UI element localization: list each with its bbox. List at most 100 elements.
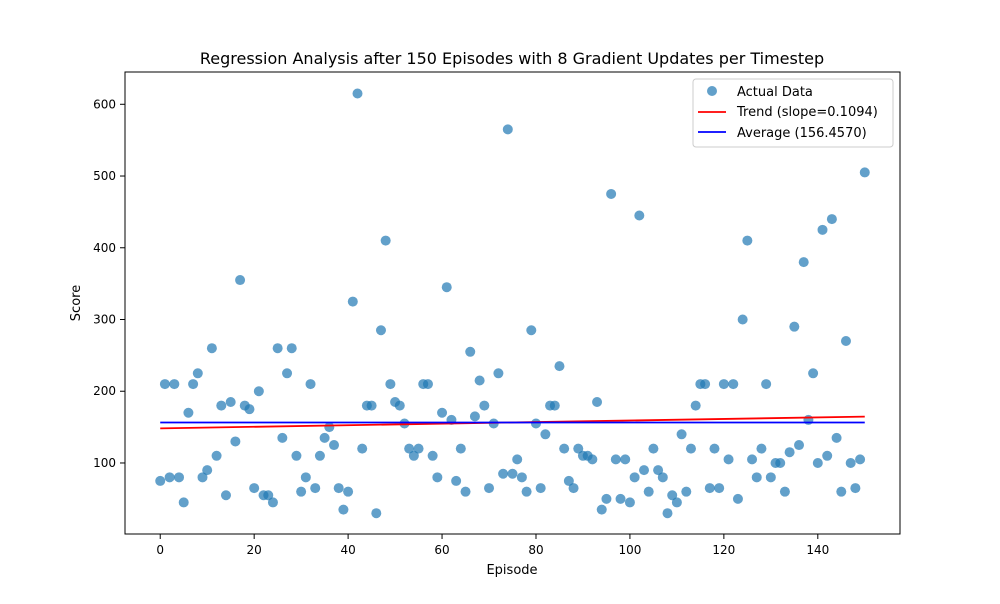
data-point [375,325,386,336]
data-point [681,486,692,497]
data-point [507,468,518,479]
data-point [455,443,466,454]
data-point [441,282,452,293]
data-point [164,472,175,483]
y-tick-label: 300 [93,313,116,327]
data-point [850,483,861,494]
data-point [347,296,358,307]
data-point [371,508,382,519]
data-point [639,465,650,476]
data-point [225,397,236,407]
points-layer [155,88,870,519]
x-tick-label: 80 [528,543,543,557]
data-point [634,210,645,221]
data-point [493,368,504,379]
data-point [620,454,631,465]
data-point [822,450,833,461]
legend-label-actual-data: Actual Data [737,85,813,100]
data-point [751,472,762,483]
legend-marker-actual-data [707,86,717,96]
data-point [216,400,227,411]
data-point [718,379,729,390]
data-point [451,475,462,486]
data-point [253,386,264,397]
y-tick-label: 400 [93,241,116,255]
y-tick-label: 100 [93,456,116,470]
data-point [836,486,847,497]
data-point [310,483,321,494]
data-point [197,472,208,483]
data-point [526,325,537,336]
data-point [427,450,438,461]
data-point [220,490,231,501]
data-point [432,472,443,483]
data-point [535,483,546,494]
data-point [657,472,668,483]
data-point [282,368,293,379]
data-point [732,493,743,504]
x-tick-label: 100 [618,543,641,557]
data-point [521,486,532,497]
data-point [474,375,485,386]
data-point [202,465,213,476]
data-point [343,486,354,497]
x-tick-label: 120 [712,543,735,557]
x-axis: 0 20 40 60 80 100 120 140 [156,534,829,557]
data-point [469,411,480,422]
data-point [249,483,260,494]
data-point [568,483,579,494]
data-point [573,443,584,454]
y-axis-label: Score [69,285,84,321]
data-point [530,418,541,429]
data-point [840,336,851,347]
data-point [211,450,222,461]
legend-label-average: Average (156.4570) [737,126,867,141]
data-point [380,235,391,246]
data-point [606,188,617,199]
data-point [192,368,203,379]
data-point [300,472,311,483]
data-point [366,400,377,411]
data-point [333,483,344,494]
data-point [296,486,307,497]
data-point [465,346,476,357]
data-point [742,235,753,246]
legend-label-trend: Trend (slope=0.1094) [736,105,878,120]
data-point [174,472,185,483]
x-tick-label: 60 [434,543,449,557]
data-point [559,443,570,454]
data-point [437,407,448,418]
data-point [563,475,574,486]
data-point [704,483,715,494]
data-point [700,379,711,390]
data-point [601,493,612,504]
data-point [667,490,678,501]
y-tick-label: 500 [93,169,116,183]
data-point [319,432,330,443]
data-point [324,422,335,433]
data-point [690,400,701,411]
data-point [516,472,527,483]
data-point [596,504,607,515]
data-point [737,314,748,325]
data-point [159,379,170,390]
y-tick-label: 600 [93,97,116,111]
legend: Actual Data Trend (slope=0.1094) Average… [692,78,894,148]
data-point [404,443,415,454]
data-point [549,400,560,411]
data-point [291,450,302,461]
data-point [817,224,828,235]
x-axis-label: Episode [486,563,537,578]
data-point [183,407,194,418]
data-point [314,450,325,461]
data-point [826,214,837,225]
data-point [624,497,635,508]
data-point [272,343,283,354]
data-point [643,486,654,497]
data-point [714,483,725,494]
data-point [831,432,842,443]
data-point [169,379,180,390]
data-point [653,465,664,476]
data-point [747,454,758,465]
